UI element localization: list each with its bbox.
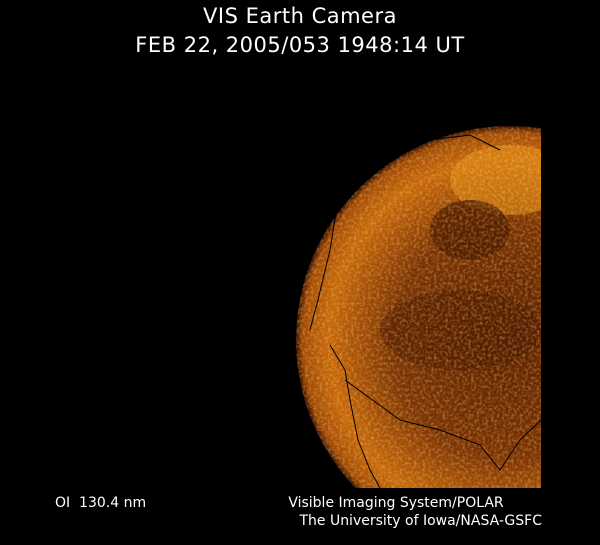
credit-line-1: Visible Imaging System/POLAR [288, 495, 504, 511]
credit-text: Visible Imaging System/POLAR The Univers… [250, 494, 542, 530]
image-timestamp: FEB 22, 2005/053 1948:14 UT [135, 33, 465, 57]
image-title: VIS Earth Camera [203, 4, 397, 28]
credit-line-2: The University of Iowa/NASA-GSFC [299, 513, 542, 529]
wavelength-label: OI 130.4 nm [55, 495, 147, 511]
coastline [309, 134, 541, 488]
